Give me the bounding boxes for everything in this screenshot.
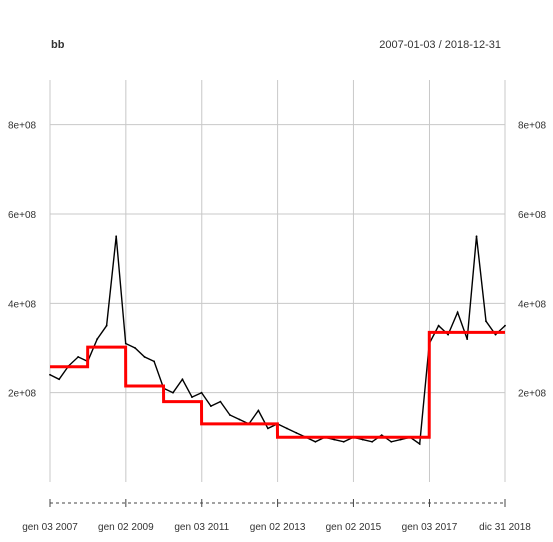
y-tick-label-left: 6e+08 (8, 210, 37, 221)
series-point (134, 347, 136, 349)
chart-title: bb (51, 39, 65, 51)
y-tick-label-left: 4e+08 (8, 299, 37, 310)
series-point (153, 360, 155, 363)
series-point (456, 311, 459, 314)
series-point (115, 235, 118, 238)
series-point (181, 378, 184, 381)
series-point (380, 434, 383, 436)
series-point (257, 409, 260, 412)
level-step-line (50, 330, 505, 439)
x-tick-label: gen 03 2011 (174, 522, 229, 533)
series-point (494, 333, 497, 336)
x-tick-label: gen 03 2017 (402, 522, 458, 533)
x-tick-label: dic 31 2018 (479, 522, 531, 533)
y-tick-label-left: 8e+08 (8, 121, 37, 132)
y-tick-label-right: 4e+08 (518, 299, 547, 310)
series-point (143, 356, 146, 358)
series-point (238, 418, 241, 421)
series-point (219, 400, 222, 403)
series-point (390, 440, 393, 443)
series-point (485, 320, 487, 323)
series-point (295, 431, 298, 434)
y-tick-label-right: 2e+08 (518, 389, 547, 400)
series-point (342, 440, 345, 443)
series-point (105, 324, 108, 327)
series-point (447, 333, 449, 336)
y-tick-label-left: 2e+08 (8, 389, 37, 400)
series-point (267, 427, 269, 430)
y-tick-label-right: 8e+08 (518, 121, 547, 132)
x-tick-label: gen 02 2015 (326, 522, 382, 533)
x-tick-label: gen 02 2009 (98, 522, 154, 533)
series-point (200, 391, 203, 394)
series-point (314, 440, 317, 443)
series-point (285, 427, 288, 430)
series-point (333, 438, 336, 441)
series-point (210, 405, 212, 407)
series-point (77, 356, 80, 358)
series-point (49, 373, 51, 376)
series-point (437, 324, 440, 327)
series-point (229, 414, 231, 416)
series-point (418, 443, 421, 445)
series-point (58, 378, 61, 381)
x-tick-label: gen 02 2013 (250, 522, 306, 533)
series-point (172, 391, 174, 394)
series-point (475, 235, 478, 238)
series-point (361, 438, 364, 441)
x-tick-label: gen 03 2007 (22, 522, 78, 533)
series-point (191, 396, 193, 399)
series-point (96, 338, 99, 340)
series-point (371, 440, 374, 443)
series-point (466, 338, 469, 340)
y-tick-label-right: 6e+08 (518, 210, 547, 221)
series-point (124, 342, 127, 345)
date-range-label: 2007-01-03 / 2018-12-31 (379, 39, 501, 51)
series-point (504, 324, 506, 327)
series-point (399, 438, 402, 441)
